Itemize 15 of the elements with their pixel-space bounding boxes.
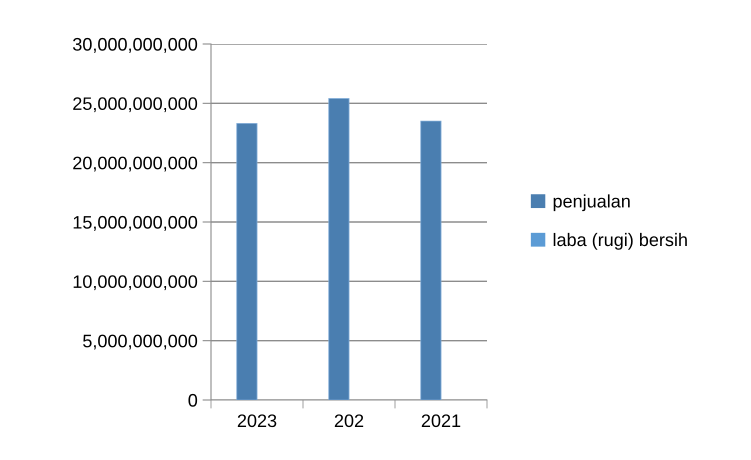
y-tick-label: 25,000,000,000 [73, 97, 198, 112]
y-tick-label: 30,000,000,000 [73, 38, 198, 53]
bar [236, 123, 258, 400]
x-tick-label: 2021 [422, 414, 460, 428]
y-tick-label: 10,000,000,000 [74, 275, 198, 290]
x-tick-label: 2023 [238, 414, 276, 428]
y-tick-label: 0 [188, 394, 198, 407]
y-tick-label: 15,000,000,000 [74, 216, 198, 231]
x-tick-label: 202 [334, 414, 364, 428]
legend-label: penjualan [554, 194, 630, 212]
bar [328, 98, 350, 400]
y-tick-label: 20,000,000,000 [73, 156, 198, 172]
legend-label: laba (rugi) bersih [554, 232, 687, 250]
bar [420, 120, 442, 400]
y-tick-label: 5,000,000,000 [83, 334, 198, 350]
